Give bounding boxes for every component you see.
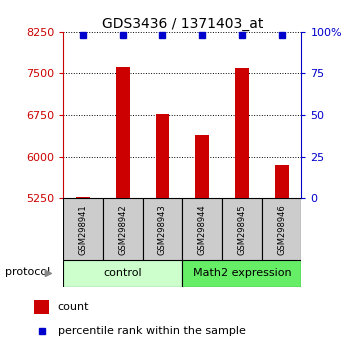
Bar <box>63 198 103 260</box>
Bar <box>34 301 49 314</box>
Text: GSM298942: GSM298942 <box>118 204 127 255</box>
Bar <box>222 198 262 260</box>
Bar <box>182 198 222 260</box>
Text: percentile rank within the sample: percentile rank within the sample <box>58 326 245 336</box>
Bar <box>143 198 182 260</box>
Title: GDS3436 / 1371403_at: GDS3436 / 1371403_at <box>101 17 263 31</box>
Text: GSM298941: GSM298941 <box>79 204 87 255</box>
Bar <box>116 67 130 198</box>
Bar <box>103 198 143 260</box>
Text: count: count <box>58 302 89 313</box>
Text: GSM298945: GSM298945 <box>238 204 246 255</box>
Text: control: control <box>104 268 142 279</box>
Bar <box>182 260 301 287</box>
Text: GSM298944: GSM298944 <box>198 204 206 255</box>
Bar <box>262 198 301 260</box>
Text: GSM298946: GSM298946 <box>277 204 286 255</box>
Text: Math2 expression: Math2 expression <box>192 268 291 279</box>
Bar <box>156 114 169 198</box>
Text: GSM298943: GSM298943 <box>158 204 167 255</box>
Bar <box>275 165 288 198</box>
Bar <box>63 260 182 287</box>
Bar <box>235 68 249 198</box>
Bar <box>195 135 209 198</box>
Text: protocol: protocol <box>5 267 50 277</box>
